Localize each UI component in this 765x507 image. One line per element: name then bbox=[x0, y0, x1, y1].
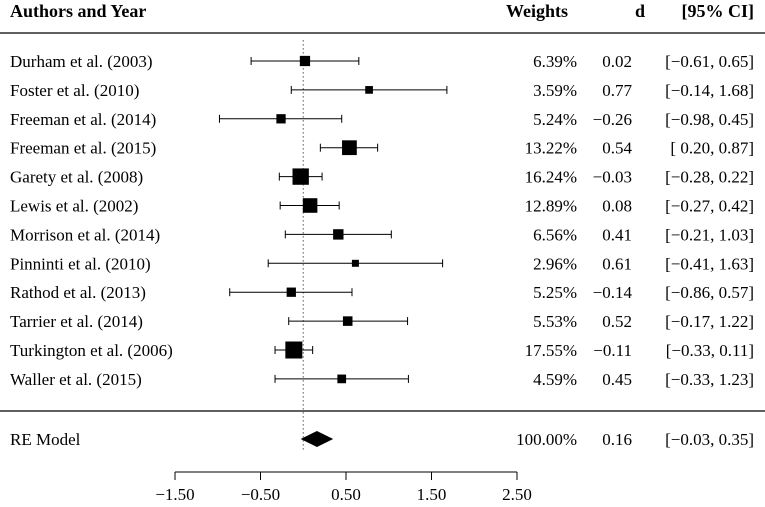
study-row: Lewis et al. (2002) 12.89% 0.08 [−0.27, 0.4… bbox=[10, 197, 754, 216]
ci-value: [−0.98, 0.45] bbox=[665, 110, 754, 129]
study-label: Freeman et al. (2014) bbox=[10, 110, 156, 129]
x-tick-label: −0.50 bbox=[241, 485, 280, 504]
study-row: Turkington et al. (2006) 17.55% −0.11 [−0.3… bbox=[10, 341, 754, 360]
study-row: Morrison et al. (2014) 6.56% 0.41 [−0.21, 1… bbox=[10, 225, 754, 244]
effect-value: 0.08 bbox=[602, 197, 632, 216]
study-label: Garety et al. (2008) bbox=[10, 168, 143, 187]
effect-value: 0.45 bbox=[602, 370, 632, 389]
summary-weight: 100.00% bbox=[516, 430, 577, 449]
weight-value: 16.24% bbox=[525, 168, 577, 187]
study-label: Morrison et al. (2014) bbox=[10, 225, 160, 244]
effect-value: 0.41 bbox=[602, 225, 632, 244]
study-rows: Durham et al. (2003) 6.39% 0.02 [−0.61, 0.6… bbox=[10, 52, 754, 389]
effect-square bbox=[286, 287, 296, 297]
effect-square bbox=[342, 140, 357, 156]
summary-diamond bbox=[300, 431, 334, 447]
ci-value: [ 0.20, 0.87] bbox=[670, 139, 754, 158]
study-label: Rathod et al. (2013) bbox=[10, 283, 146, 302]
effect-value: 0.54 bbox=[602, 139, 632, 158]
effect-square bbox=[302, 198, 318, 213]
study-row: Durham et al. (2003) 6.39% 0.02 [−0.61, 0.6… bbox=[10, 52, 754, 71]
ci-value: [−0.86, 0.57] bbox=[665, 283, 754, 302]
effect-value: −0.14 bbox=[593, 283, 633, 302]
x-tick-label: 1.50 bbox=[417, 485, 447, 504]
effect-value: 0.61 bbox=[602, 254, 632, 273]
weight-value: 6.39% bbox=[533, 52, 577, 71]
effect-square bbox=[337, 374, 347, 384]
study-row: Freeman et al. (2015) 13.22% 0.54 [ 0.20, 0… bbox=[10, 139, 754, 158]
ci-value: [−0.17, 1.22] bbox=[665, 312, 754, 331]
study-label: Pinninti et al. (2010) bbox=[10, 254, 151, 273]
x-tick-label: 0.50 bbox=[331, 485, 361, 504]
summary-effect: 0.16 bbox=[602, 430, 632, 449]
weight-value: 2.96% bbox=[533, 254, 577, 273]
effect-value: −0.03 bbox=[593, 168, 632, 187]
effect-value: 0.77 bbox=[602, 81, 632, 100]
effect-value: −0.11 bbox=[593, 341, 632, 360]
summary-label: RE Model bbox=[10, 430, 81, 449]
study-label: Waller et al. (2015) bbox=[10, 370, 142, 389]
effect-square bbox=[292, 168, 309, 185]
weight-value: 5.53% bbox=[533, 312, 577, 331]
x-axis: −1.50 −0.50 0.50 1.50 2.50 bbox=[155, 471, 532, 504]
ci-value: [−0.14, 1.68] bbox=[665, 81, 754, 100]
ci-value: [−0.21, 1.03] bbox=[665, 225, 754, 244]
effect-value: 0.52 bbox=[602, 312, 632, 331]
x-tick-label: 2.50 bbox=[502, 485, 532, 504]
weight-value: 6.56% bbox=[533, 225, 577, 244]
header-study: Authors and Year bbox=[10, 1, 146, 21]
effect-square bbox=[285, 341, 303, 359]
study-label: Lewis et al. (2002) bbox=[10, 197, 138, 216]
x-tick-label: −1.50 bbox=[155, 485, 194, 504]
effect-value: −0.26 bbox=[593, 110, 632, 129]
study-row: Freeman et al. (2014) 5.24% −0.26 [−0.98, 0… bbox=[10, 110, 754, 129]
weight-value: 5.25% bbox=[533, 283, 577, 302]
effect-square bbox=[333, 229, 344, 240]
study-row: Rathod et al. (2013) 5.25% −0.14 [−0.86, 0.… bbox=[10, 283, 754, 302]
header-effect: d bbox=[635, 1, 645, 21]
effect-value: 0.02 bbox=[602, 52, 632, 71]
study-row: Foster et al. (2010) 3.59% 0.77 [−0.14, 1.6… bbox=[10, 81, 754, 100]
study-row: Garety et al. (2008) 16.24% −0.03 [−0.28, 0… bbox=[10, 168, 754, 187]
summary-row: RE Model 100.00% 0.16 [−0.03, 0.35] bbox=[10, 430, 754, 449]
study-label: Freeman et al. (2015) bbox=[10, 139, 156, 158]
header-ci: [95% CI] bbox=[682, 1, 755, 21]
weight-value: 17.55% bbox=[525, 341, 577, 360]
study-label: Turkington et al. (2006) bbox=[10, 341, 173, 360]
study-label: Durham et al. (2003) bbox=[10, 52, 153, 71]
study-row: Waller et al. (2015) 4.59% 0.45 [−0.33, 1.2… bbox=[10, 370, 754, 389]
ci-value: [−0.27, 0.42] bbox=[665, 197, 754, 216]
study-row: Tarrier et al. (2014) 5.53% 0.52 [−0.17, 1.… bbox=[10, 312, 754, 331]
ci-value: [−0.33, 1.23] bbox=[665, 370, 754, 389]
ci-value: [−0.41, 1.63] bbox=[665, 254, 754, 273]
effect-square bbox=[351, 259, 359, 267]
weight-value: 4.59% bbox=[533, 370, 577, 389]
effect-square bbox=[299, 55, 311, 67]
ci-value: [−0.33, 0.11] bbox=[666, 341, 754, 360]
weight-value: 12.89% bbox=[525, 197, 577, 216]
effect-square bbox=[342, 316, 353, 326]
effect-square bbox=[365, 86, 373, 94]
weight-value: 3.59% bbox=[533, 81, 577, 100]
ci-value: [−0.28, 0.22] bbox=[665, 168, 754, 187]
weight-value: 5.24% bbox=[533, 110, 577, 129]
ci-value: [−0.61, 0.65] bbox=[665, 52, 754, 71]
summary-ci: [−0.03, 0.35] bbox=[665, 430, 754, 449]
weight-value: 13.22% bbox=[525, 139, 577, 158]
header-weights: Weights bbox=[506, 1, 568, 21]
effect-square bbox=[276, 114, 286, 124]
study-label: Tarrier et al. (2014) bbox=[10, 312, 143, 331]
study-row: Pinninti et al. (2010) 2.96% 0.61 [−0.41, 1… bbox=[10, 254, 754, 273]
study-label: Foster et al. (2010) bbox=[10, 81, 139, 100]
